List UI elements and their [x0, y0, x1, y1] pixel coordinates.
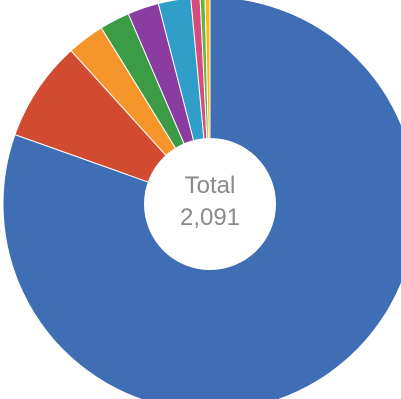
center-total-label: Total	[185, 172, 236, 199]
donut-hole	[144, 138, 276, 270]
pie-slice-7	[199, 0, 211, 205]
center-total-value: 2,091	[180, 204, 240, 231]
